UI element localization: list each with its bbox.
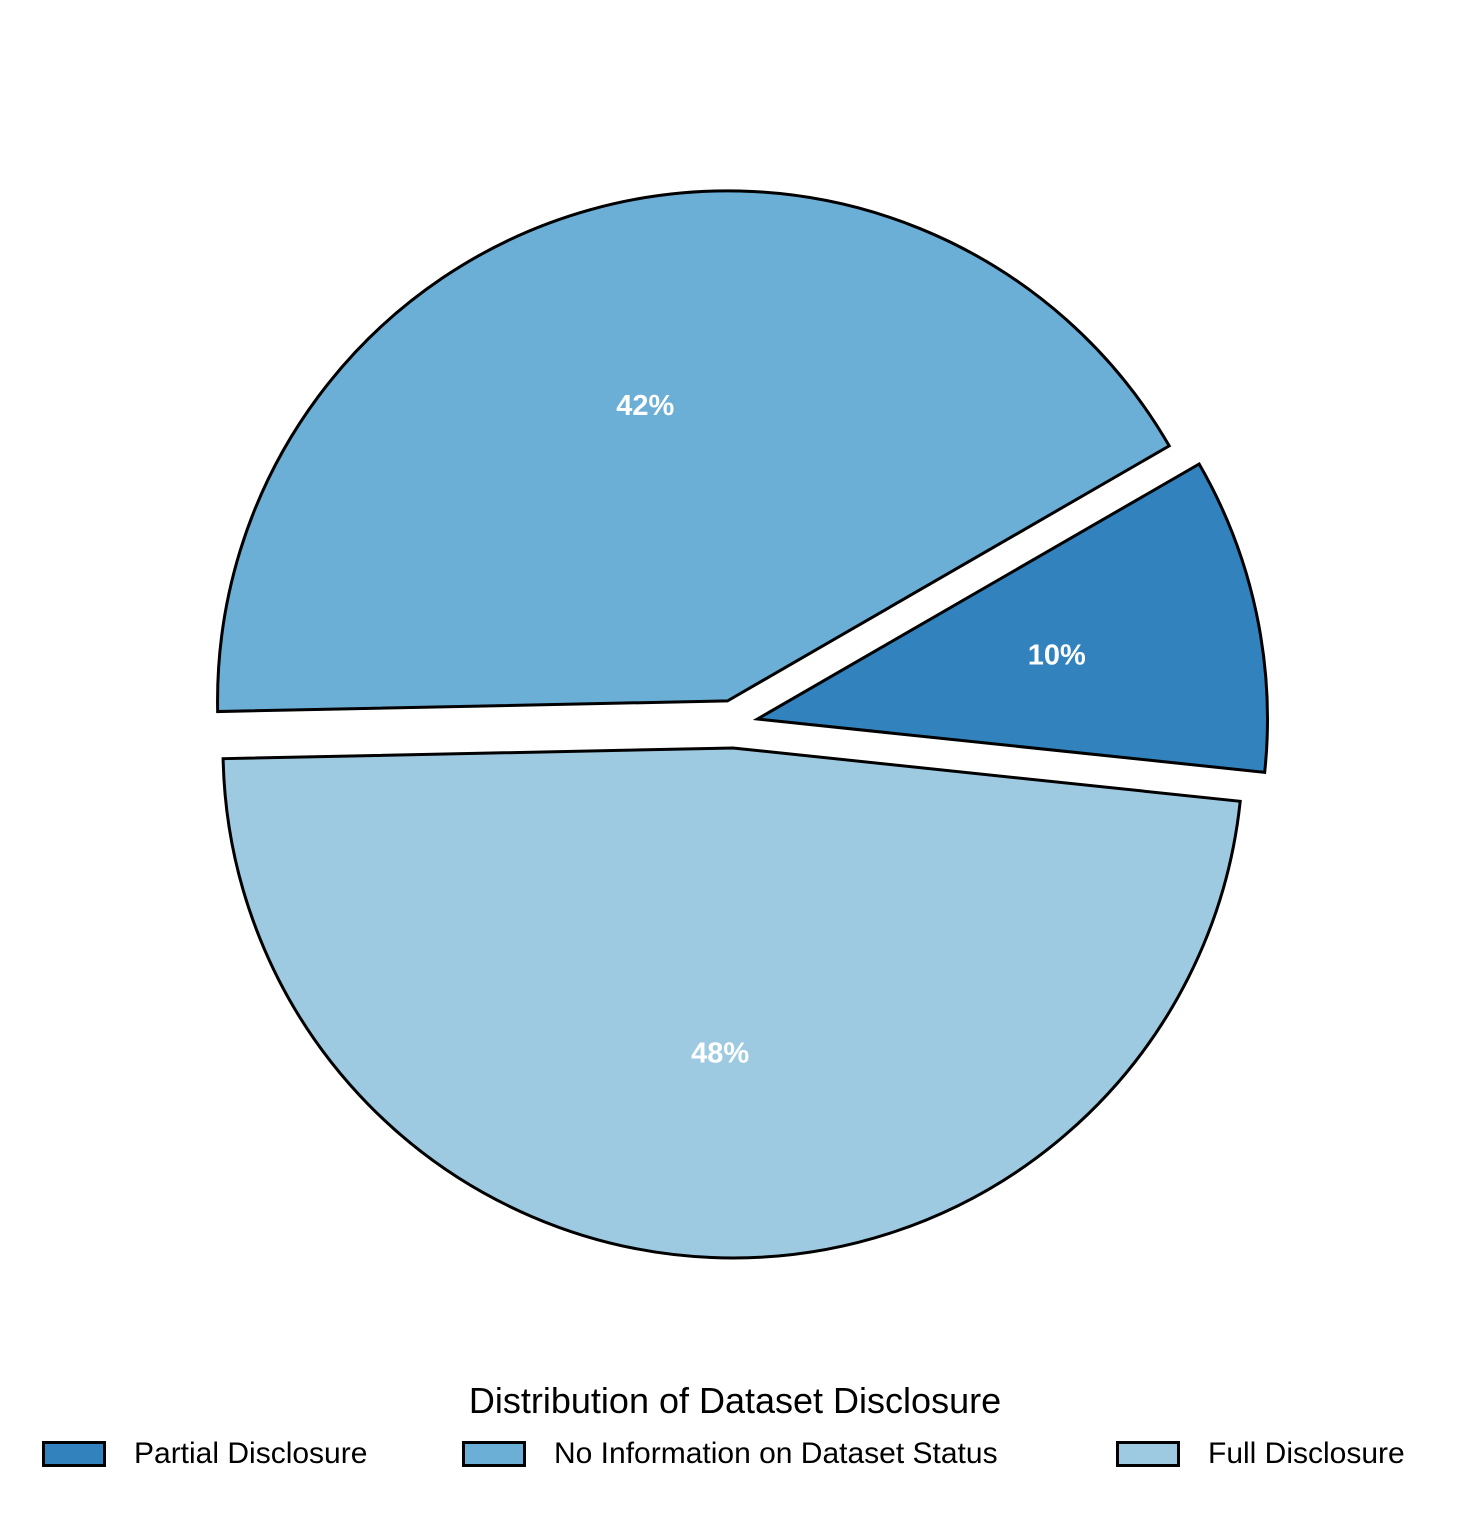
legend-swatch-no-information <box>462 1441 526 1467</box>
pie-slice-no-information-on-dataset-status <box>216 189 1172 714</box>
legend-item-partial-disclosure: Partial Disclosure <box>42 1432 367 1476</box>
slice-label-no-information-on-dataset-status: 42% <box>616 390 674 422</box>
legend: Partial Disclosure No Information on Dat… <box>0 1432 1470 1476</box>
legend-item-full-disclosure: Full Disclosure <box>1116 1432 1405 1476</box>
slice-label-full-disclosure: 48% <box>691 1038 749 1070</box>
legend-swatch-partial-disclosure <box>42 1441 106 1467</box>
legend-label-partial-disclosure: Partial Disclosure <box>134 1437 368 1470</box>
legend-label-full-disclosure: Full Disclosure <box>1208 1437 1405 1470</box>
legend-label-no-information: No Information on Dataset Status <box>554 1437 998 1470</box>
legend-title: Distribution of Dataset Disclosure <box>468 1380 1002 1421</box>
pie-slice-partial-disclosure <box>752 461 1269 774</box>
slice-label-partial-disclosure: 10% <box>1028 639 1086 671</box>
legend-swatch-full-disclosure <box>1116 1441 1180 1467</box>
pie-slice-full-disclosure <box>221 746 1242 1260</box>
legend-item-no-information: No Information on Dataset Status <box>462 1432 998 1476</box>
